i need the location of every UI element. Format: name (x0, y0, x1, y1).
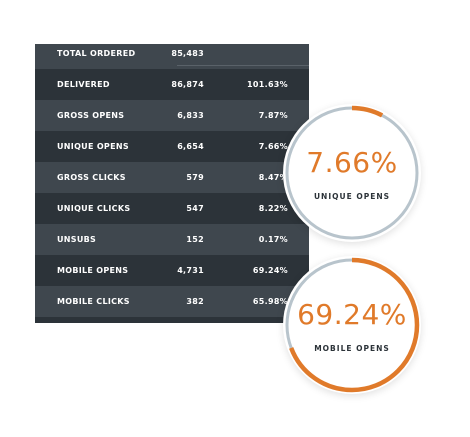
table-row: DELIVERED 86,874 101.63% (35, 69, 309, 100)
row-label: GROSS OPENS (57, 111, 125, 120)
row-count: 85,483 (171, 49, 204, 58)
ring-value: 69.24% (297, 298, 407, 331)
ring-graphic (284, 105, 420, 241)
row-count: 152 (186, 235, 204, 244)
row-count: 547 (186, 204, 204, 213)
email-stats-table: TOTAL ORDERED 85,483 DELIVERED 86,874 10… (35, 44, 309, 323)
row-label: UNSUBS (57, 235, 97, 244)
ring-progress-arc (284, 257, 420, 393)
row-divider (177, 65, 309, 66)
table-row: UNSUBS 152 0.17% (35, 224, 309, 255)
row-count: 382 (186, 297, 204, 306)
row-percent: 8.47% (258, 173, 288, 182)
row-percent: 7.87% (258, 111, 288, 120)
table-row: GROSS CLICKS 579 8.47% (35, 162, 309, 193)
row-count: 6,833 (177, 111, 204, 120)
row-label: DELIVERED (57, 80, 110, 89)
row-count: 4,731 (177, 266, 204, 275)
ring-value: 7.66% (306, 146, 398, 179)
ring-graphic (284, 257, 420, 393)
row-label: TOTAL ORDERED (57, 49, 136, 58)
table-row: UNIQUE OPENS 6,654 7.66% (35, 131, 309, 162)
row-percent: 69.24% (252, 266, 288, 275)
row-label: MOBILE OPENS (57, 266, 129, 275)
row-count: 6,654 (177, 142, 204, 151)
table-row: TOTAL ORDERED 85,483 (35, 44, 309, 69)
unique-opens-ring: 7.66% UNIQUE OPENS (283, 104, 421, 242)
row-percent: 0.17% (258, 235, 288, 244)
row-percent: 65.98% (252, 297, 288, 306)
row-label: GROSS CLICKS (57, 173, 126, 182)
row-label: UNIQUE OPENS (57, 142, 129, 151)
row-percent: 8.22% (258, 204, 288, 213)
row-percent: 101.63% (247, 80, 288, 89)
table-row: UNIQUE CLICKS 547 8.22% (35, 193, 309, 224)
row-label: UNIQUE CLICKS (57, 204, 131, 213)
row-count: 579 (186, 173, 204, 182)
table-row: MOBILE OPENS 4,731 69.24% (35, 255, 309, 286)
table-row: GROSS OPENS 6,833 7.87% (35, 100, 309, 131)
row-count: 86,874 (171, 80, 204, 89)
mobile-opens-ring: 69.24% MOBILE OPENS (283, 256, 421, 394)
table-row: MOBILE CLICKS 382 65.98% (35, 286, 309, 317)
ring-progress-arc (284, 105, 420, 241)
ring-caption: UNIQUE OPENS (313, 192, 391, 201)
ring-caption: MOBILE OPENS (314, 344, 390, 353)
row-percent: 7.66% (258, 142, 288, 151)
row-label: MOBILE CLICKS (57, 297, 130, 306)
